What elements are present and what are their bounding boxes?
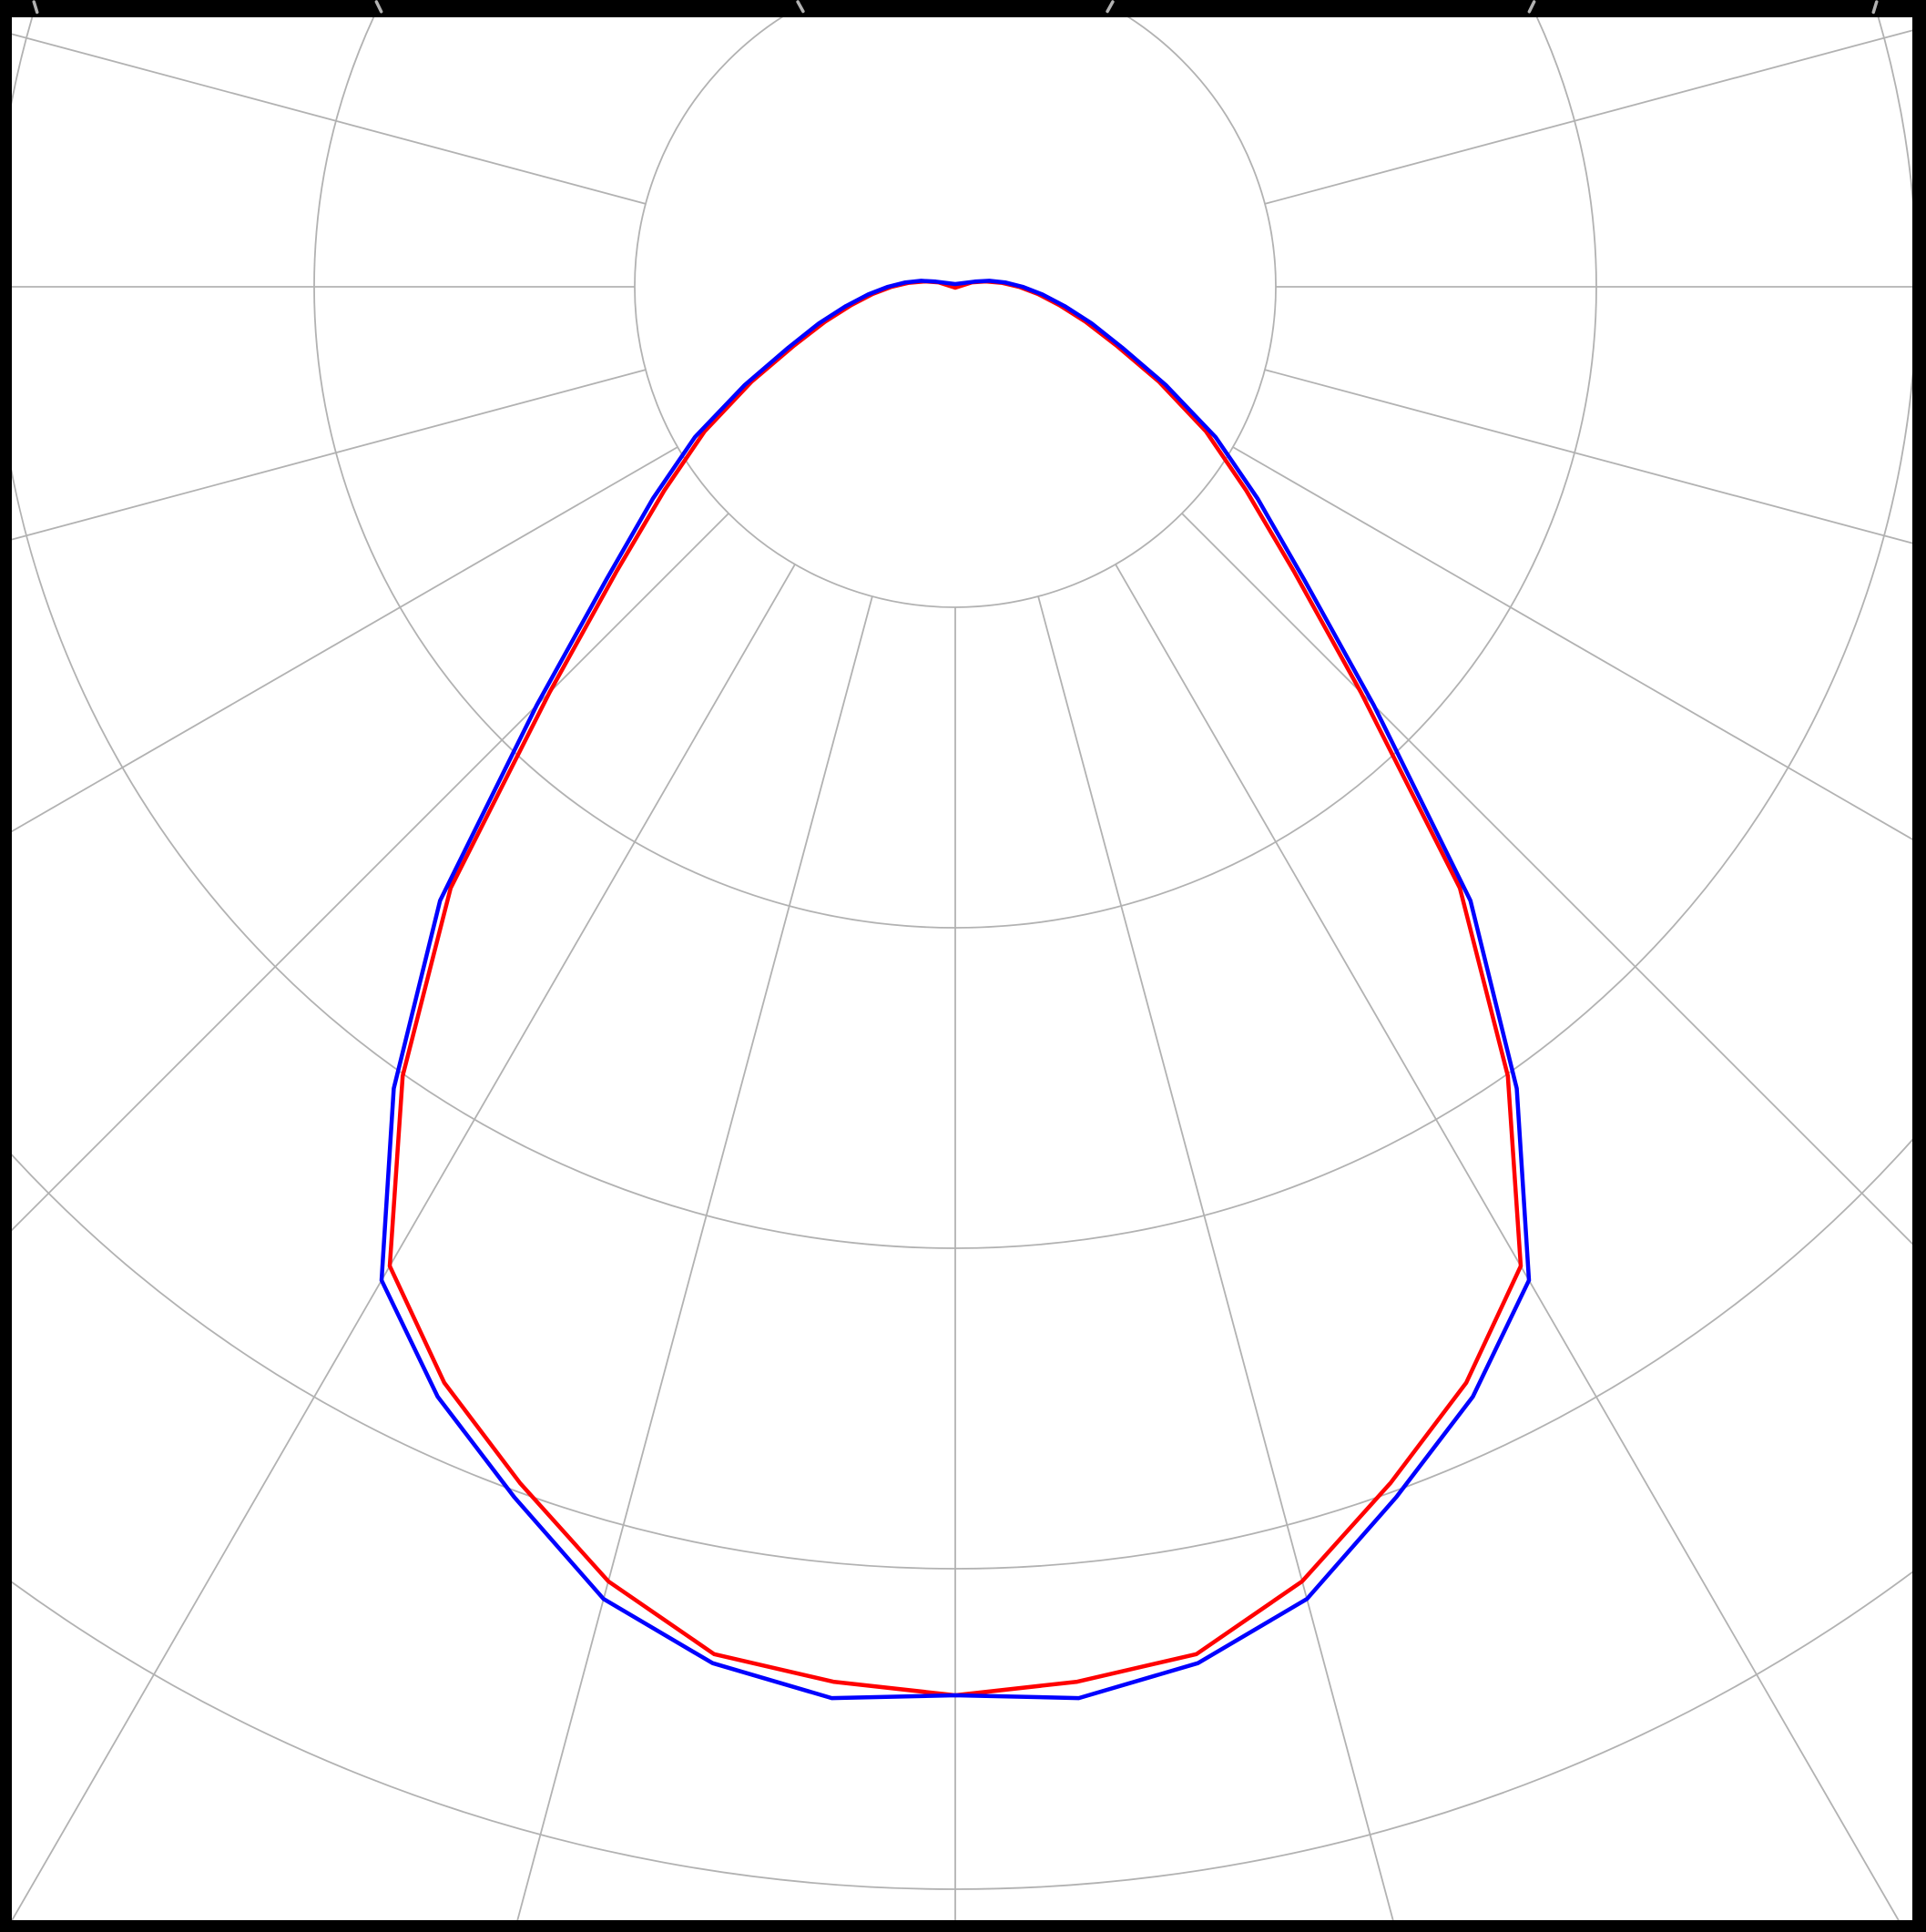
clipped-tick-fragments: [32, 0, 1879, 15]
frame-bottom-bar: [0, 1920, 1926, 1932]
frame-top-bar: [0, 0, 1926, 17]
tick-fragment-2: [374, 0, 383, 14]
radial-line-15deg: [516, 595, 873, 1920]
radial-line--105deg: [1264, 29, 1912, 205]
radial-line--45deg: [1181, 513, 1912, 1246]
tick-fragment-3: [796, 0, 805, 14]
radial-line-105deg: [12, 33, 647, 205]
radial-line-30deg: [12, 564, 796, 1920]
tick-fragment-6: [1871, 0, 1879, 15]
radial-line-60deg: [12, 446, 678, 833]
tick-fragment-4: [1106, 0, 1115, 14]
tick-fragment-1: [32, 0, 39, 15]
radial-line-75deg: [12, 369, 647, 541]
frame-right-bar: [1912, 0, 1926, 1932]
radial-line--60deg: [1232, 446, 1912, 840]
tick-fragment-5: [1527, 0, 1536, 14]
blue-curve-plane-2: [379, 279, 1532, 1701]
radial-line--75deg: [1264, 369, 1912, 544]
radial-line--30deg: [1115, 564, 1900, 1920]
red-curve-plane-1: [387, 279, 1523, 1698]
radial-line--15deg: [1037, 595, 1394, 1920]
radial-line-45deg: [12, 513, 729, 1232]
frame-left-bar: [0, 0, 12, 1932]
